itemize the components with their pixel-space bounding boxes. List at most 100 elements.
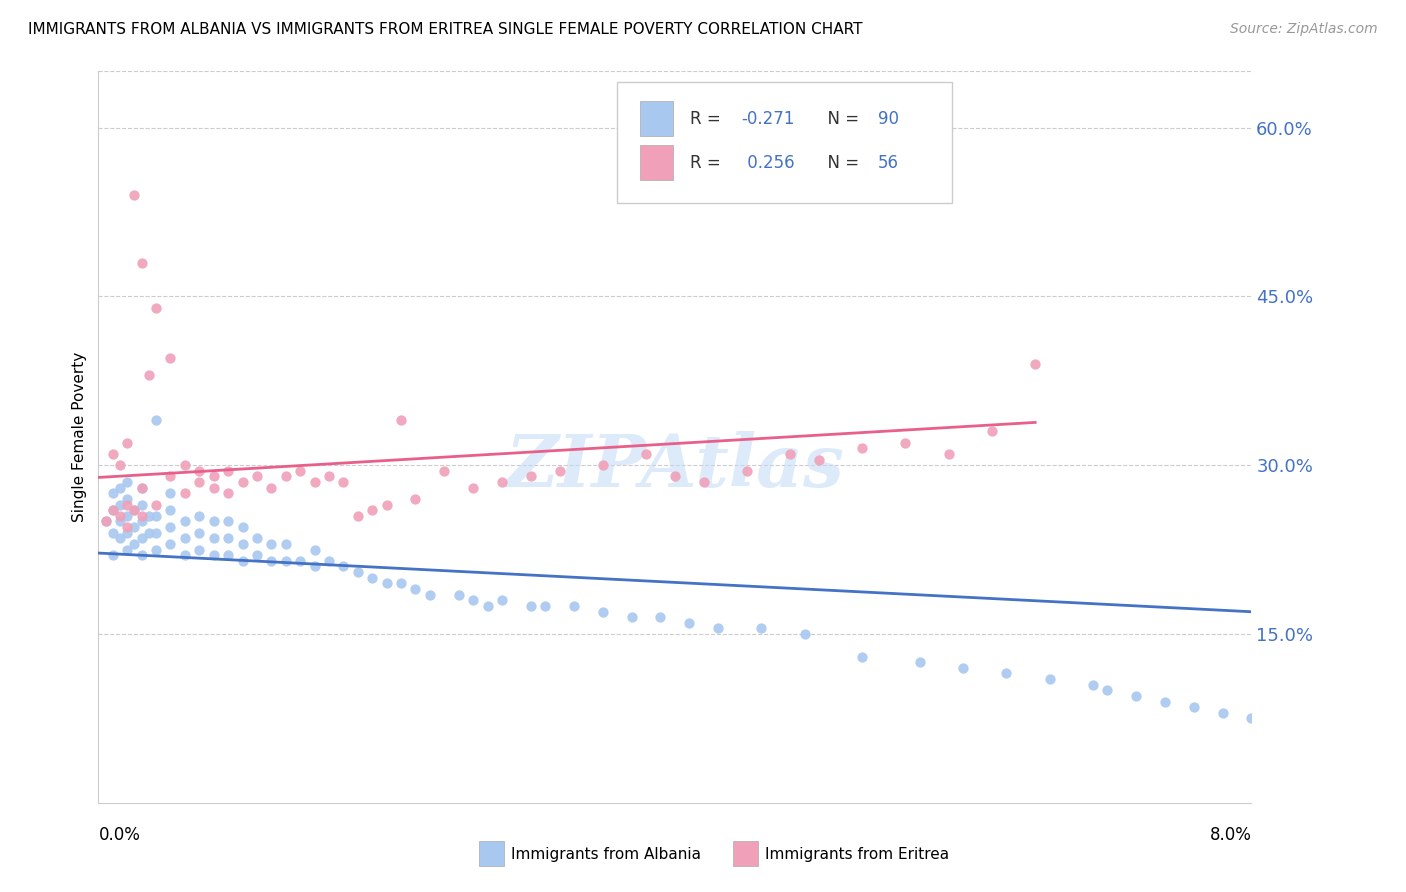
Point	[548, 464, 571, 478]
Point	[108, 481, 131, 495]
Point	[1038, 672, 1062, 686]
Point	[124, 520, 146, 534]
Point	[389, 576, 412, 591]
Point	[131, 515, 153, 529]
Text: 90: 90	[877, 110, 898, 128]
Point	[375, 576, 398, 591]
Point	[274, 537, 297, 551]
Point	[131, 508, 153, 523]
Point	[405, 491, 427, 506]
Point	[318, 469, 340, 483]
Point	[1154, 694, 1177, 708]
Point	[124, 503, 146, 517]
FancyBboxPatch shape	[640, 145, 672, 180]
Text: R =: R =	[690, 153, 725, 172]
FancyBboxPatch shape	[733, 841, 758, 866]
Point	[145, 508, 167, 523]
Point	[405, 582, 427, 596]
Point	[290, 554, 312, 568]
Point	[534, 599, 557, 613]
Point	[131, 548, 153, 562]
Point	[707, 621, 730, 635]
Point	[246, 532, 269, 546]
Point	[108, 532, 131, 546]
Point	[477, 599, 499, 613]
Point	[793, 627, 815, 641]
Point	[461, 593, 484, 607]
Text: 0.256: 0.256	[742, 153, 794, 172]
Point	[1125, 689, 1147, 703]
Text: 0.0%: 0.0%	[98, 826, 141, 844]
Point	[101, 486, 124, 500]
Point	[274, 554, 297, 568]
Point	[108, 498, 131, 512]
Point	[174, 486, 197, 500]
Text: N =: N =	[817, 110, 865, 128]
Point	[290, 464, 312, 478]
Point	[188, 525, 211, 540]
Point	[361, 503, 384, 517]
Point	[117, 508, 139, 523]
Point	[117, 542, 139, 557]
Text: N =: N =	[817, 153, 865, 172]
Point	[159, 469, 181, 483]
Point	[1024, 357, 1046, 371]
Point	[217, 548, 239, 562]
Point	[138, 525, 160, 540]
Point	[108, 508, 131, 523]
Point	[375, 498, 398, 512]
Y-axis label: Single Female Poverty: Single Female Poverty	[72, 352, 87, 522]
Point	[217, 532, 239, 546]
Point	[159, 520, 181, 534]
Point	[94, 515, 117, 529]
Point	[117, 475, 139, 489]
Point	[1212, 706, 1234, 720]
Point	[894, 435, 917, 450]
Point	[145, 301, 167, 315]
Text: 56: 56	[877, 153, 898, 172]
Point	[138, 368, 160, 383]
FancyBboxPatch shape	[479, 841, 505, 866]
FancyBboxPatch shape	[617, 82, 952, 203]
Point	[188, 542, 211, 557]
Point	[995, 666, 1018, 681]
Point	[202, 469, 225, 483]
Text: -0.271: -0.271	[742, 110, 796, 128]
Point	[159, 351, 181, 366]
Point	[174, 515, 197, 529]
Point	[664, 469, 686, 483]
Point	[491, 475, 513, 489]
Text: IMMIGRANTS FROM ALBANIA VS IMMIGRANTS FROM ERITREA SINGLE FEMALE POVERTY CORRELA: IMMIGRANTS FROM ALBANIA VS IMMIGRANTS FR…	[28, 22, 863, 37]
Point	[101, 503, 124, 517]
Point	[520, 469, 543, 483]
Point	[1097, 683, 1119, 698]
Point	[217, 464, 239, 478]
Point	[332, 559, 354, 574]
Point	[94, 515, 117, 529]
Point	[981, 425, 1004, 439]
Point	[159, 486, 181, 500]
Point	[231, 537, 254, 551]
Text: Immigrants from Eritrea: Immigrants from Eritrea	[765, 847, 949, 862]
Point	[751, 621, 773, 635]
Text: ZIPAtlas: ZIPAtlas	[506, 431, 844, 502]
Point	[952, 661, 974, 675]
Point	[174, 548, 197, 562]
Point	[779, 447, 801, 461]
Point	[260, 537, 283, 551]
Point	[433, 464, 456, 478]
Point	[389, 413, 412, 427]
Point	[938, 447, 960, 461]
Point	[117, 520, 139, 534]
Point	[101, 503, 124, 517]
Point	[131, 498, 153, 512]
Point	[520, 599, 543, 613]
Point	[1182, 700, 1205, 714]
Point	[124, 188, 146, 202]
Point	[231, 475, 254, 489]
Point	[231, 520, 254, 534]
Point	[124, 537, 146, 551]
Point	[101, 548, 124, 562]
Point	[592, 605, 614, 619]
Point	[124, 503, 146, 517]
